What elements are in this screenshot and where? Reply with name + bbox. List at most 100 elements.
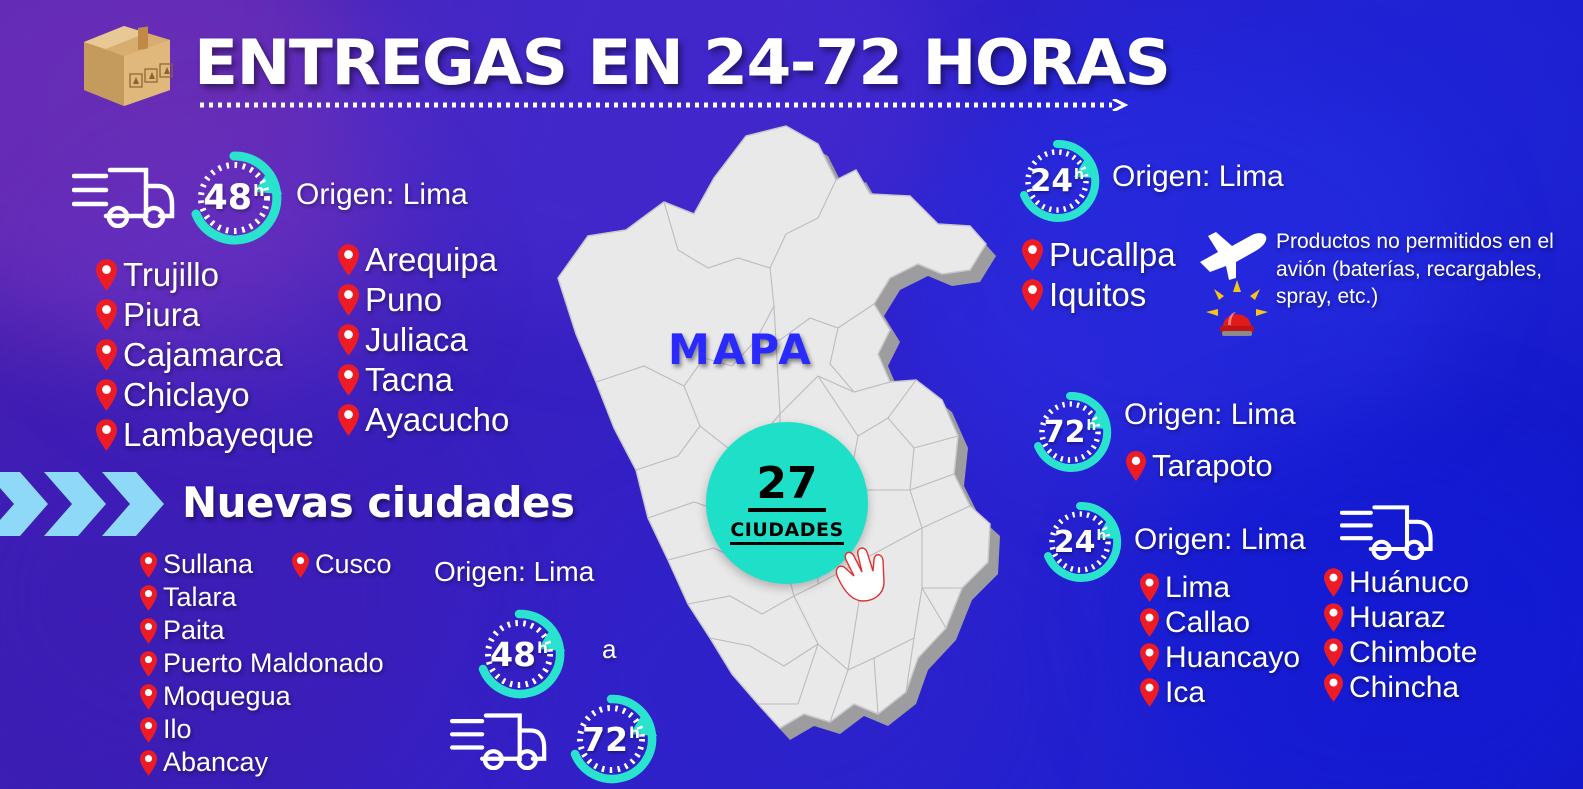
list-item[interactable]: Trujillo	[96, 255, 314, 295]
list-item[interactable]: Iquitos	[1022, 275, 1176, 315]
map-pin-icon	[96, 259, 117, 291]
map-pin-icon	[1022, 279, 1043, 311]
origin-label-new-cities: Origen: Lima	[434, 556, 595, 587]
badge-72h-right: 72 h	[1026, 388, 1114, 476]
badge-24h-air-value: 24 h	[1029, 163, 1085, 199]
city-list-new-col2: Cusco	[292, 548, 392, 581]
city-label: Piura	[123, 296, 201, 333]
map-pin-icon	[96, 419, 117, 451]
list-item[interactable]: Huánuco	[1324, 565, 1477, 600]
map-pin-icon	[140, 716, 157, 743]
badge-48h-new: 48 h	[470, 605, 568, 703]
city-label: Lambayeque	[123, 416, 314, 453]
list-item[interactable]: Huaraz	[1324, 600, 1477, 635]
list-item[interactable]: Talara	[140, 581, 384, 614]
list-item[interactable]: Ilo	[140, 713, 384, 746]
range-connector: a	[602, 634, 617, 664]
list-item[interactable]: Lima	[1140, 570, 1300, 605]
city-label: Cusco	[315, 549, 392, 579]
city-label: Huánuco	[1349, 565, 1470, 599]
list-item[interactable]: Cajamarca	[96, 335, 314, 375]
city-label: Trujillo	[123, 256, 219, 293]
map-pin-icon	[1140, 643, 1159, 672]
list-item[interactable]: Puno	[338, 280, 509, 320]
city-label: Arequipa	[365, 241, 498, 278]
origin-label-48h-left: Origen: Lima	[296, 178, 468, 211]
map-pin-icon	[140, 683, 157, 710]
list-item[interactable]: Chimbote	[1324, 635, 1477, 670]
city-label: Paita	[163, 615, 225, 645]
city-label: Ica	[1165, 675, 1206, 709]
map-pin-icon	[140, 584, 157, 611]
list-item[interactable]: Huancayo	[1140, 640, 1300, 675]
map-pin-icon	[96, 339, 117, 371]
list-item[interactable]: Chincha	[1324, 670, 1477, 705]
list-item[interactable]: Pucallpa	[1022, 235, 1176, 275]
list-item[interactable]: Cusco	[292, 548, 392, 581]
city-label: Cajamarca	[123, 336, 283, 373]
map-pin-icon	[96, 299, 117, 331]
city-label: Iquitos	[1049, 276, 1147, 313]
hand-cursor-icon	[828, 538, 896, 604]
list-item[interactable]: Chiclayo	[96, 375, 314, 415]
dotted-arrow-line	[200, 97, 1135, 113]
city-label: Tarapoto	[1152, 448, 1273, 483]
city-count-number: 27	[748, 461, 826, 512]
list-item[interactable]: Puerto Maldonado	[140, 647, 384, 680]
map-pin-icon	[1324, 638, 1343, 667]
list-item[interactable]: Paita	[140, 614, 384, 647]
city-label: Chiclayo	[123, 376, 250, 413]
list-item[interactable]: Sullana	[140, 548, 384, 581]
city-list-48h-col2: Arequipa Puno Juliaca Tacna Ayacucho	[338, 240, 509, 440]
map-pin-icon	[140, 749, 157, 776]
city-label: Juliaca	[365, 321, 468, 358]
map-pin-icon	[338, 324, 359, 356]
city-label: Puno	[365, 281, 443, 318]
list-item[interactable]: Ayacucho	[338, 400, 509, 440]
city-list-air: Pucallpa Iquitos	[1022, 235, 1176, 315]
map-pin-icon	[140, 551, 157, 578]
badge-24h-right-value: 24 h	[1053, 524, 1107, 560]
list-item[interactable]: Piura	[96, 295, 314, 335]
map-pin-icon	[140, 650, 157, 677]
badge-24h-right: 24 h	[1036, 498, 1124, 586]
city-label: Chincha	[1349, 670, 1460, 704]
air-warning-text: Productos no permitidos en el avión (bat…	[1276, 230, 1554, 309]
origin-label-24h-right: Origen: Lima	[1134, 523, 1306, 556]
list-item[interactable]: Callao	[1140, 605, 1300, 640]
city-label: Sullana	[163, 549, 254, 579]
city-count-label: CIUDADES	[730, 519, 844, 545]
city-label: Ilo	[163, 714, 192, 744]
city-count-badge: 27 CIUDADES	[706, 422, 868, 584]
map-pin-icon	[1140, 573, 1159, 602]
list-item[interactable]: Ica	[1140, 675, 1300, 710]
city-label: Pucallpa	[1049, 236, 1176, 273]
map-pin-icon	[338, 284, 359, 316]
list-item[interactable]: Lambayeque	[96, 415, 314, 455]
list-item[interactable]: Juliaca	[338, 320, 509, 360]
map-pin-icon	[1324, 603, 1343, 632]
badge-72h-right-value: 72 h	[1043, 414, 1097, 450]
map-pin-icon	[338, 244, 359, 276]
city-label: Talara	[163, 582, 237, 612]
origin-label-24h-air: Origen: Lima	[1112, 160, 1284, 193]
city-label: Lima	[1165, 570, 1231, 604]
list-item[interactable]: Moquegua	[140, 680, 384, 713]
list-item[interactable]: Tacna	[338, 360, 509, 400]
delivery-truck-icon	[71, 162, 178, 229]
city-label: Chimbote	[1349, 635, 1478, 669]
cardboard-box-icon	[66, 16, 186, 108]
list-item[interactable]: Abancay	[140, 746, 384, 779]
page-title: ENTREGAS EN 24-72 HORAS	[194, 26, 1171, 99]
city-label: Moquegua	[163, 681, 291, 711]
list-item[interactable]: Tarapoto	[1126, 446, 1273, 486]
city-list-new-col1: Sullana Talara Paita Puerto Maldonado Moqueg…	[140, 548, 384, 779]
delivery-truck-icon	[449, 708, 550, 771]
map-pin-icon	[1022, 239, 1043, 271]
map-pin-icon	[338, 364, 359, 396]
city-label: Abancay	[163, 747, 269, 777]
list-item[interactable]: Arequipa	[338, 240, 509, 280]
badge-48h-left: 48 h	[182, 146, 286, 250]
map-label: MAPA	[668, 325, 814, 374]
